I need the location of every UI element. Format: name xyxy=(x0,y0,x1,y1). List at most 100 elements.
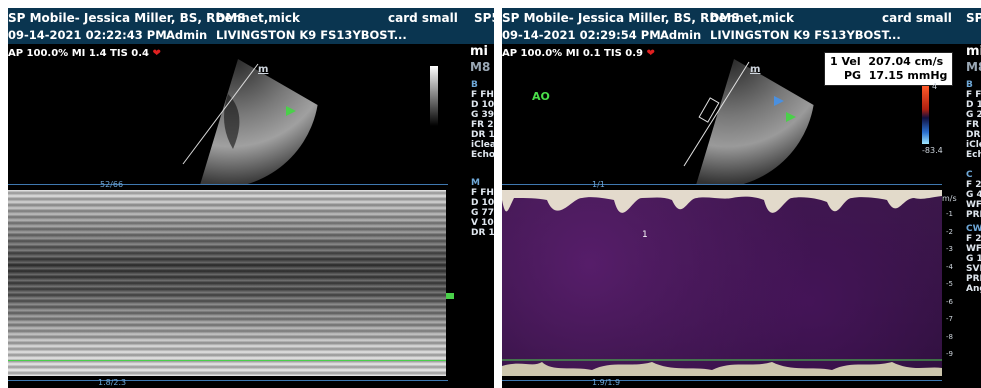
right-depth-scale: 1/1 xyxy=(592,180,605,189)
right-brand-logo: mi xyxy=(966,44,981,59)
left-m-marker: m xyxy=(258,64,269,75)
left-model: M8 xyxy=(470,60,491,74)
param: Echo xyxy=(966,150,981,160)
param-cw-label: CW xyxy=(966,224,981,234)
param: G 77 xyxy=(471,208,494,218)
param: D 1 xyxy=(966,100,981,110)
param: FR 6 xyxy=(966,120,980,130)
param-m-label: M xyxy=(471,178,480,188)
right-patient-name: bennet,mick xyxy=(710,11,794,25)
right-preset: card small xyxy=(882,11,952,25)
left-depth-green-marker xyxy=(446,293,454,299)
readout-pg-row: PG 17.15 mmHg xyxy=(830,69,947,83)
left-b-mode-sector-image xyxy=(182,59,318,184)
param: D 10.0 xyxy=(471,100,494,110)
param: F FH xyxy=(966,90,981,100)
ao-label: AO xyxy=(532,90,550,103)
right-ap: AP 100.0% xyxy=(502,48,563,59)
param-b-label: B xyxy=(471,80,478,90)
param: F FH3 xyxy=(471,188,494,198)
left-user: Admin xyxy=(166,28,208,42)
left-depth-scale: 52/66 xyxy=(100,180,124,189)
right-tis: TIS 0.9 xyxy=(604,48,643,59)
param: DR 10 xyxy=(471,130,494,140)
doppler-envelope-graphic xyxy=(502,190,942,376)
color-bar-bottom-value: -83.4 xyxy=(922,146,943,155)
right-bottom-scale: 1.9/1.9 xyxy=(592,378,621,387)
param: WF xyxy=(966,200,981,210)
param-c-label: C xyxy=(966,170,973,180)
right-datetime: 09-14-2021 02:29:54 PM xyxy=(502,28,661,42)
right-clinic: LIVINGSTON K9 FS13YBOST... xyxy=(710,28,901,42)
param: F 2. xyxy=(966,234,981,244)
param: G 24 xyxy=(966,110,981,120)
doppler-unit-label: m/s xyxy=(942,194,957,203)
right-focus-marker-icon xyxy=(774,96,784,106)
param: iCle xyxy=(966,140,981,150)
color-velocity-bar xyxy=(922,86,929,144)
left-datetime: 09-14-2021 02:22:43 PM xyxy=(8,28,167,42)
param: F 2. xyxy=(966,180,981,190)
param: PRF xyxy=(966,274,981,284)
param: G 39 xyxy=(471,110,494,120)
right-b-mode-sector-image xyxy=(683,59,814,184)
left-status-line: AP 100.0% MI 1.4 TIS 0.4 ❤ xyxy=(8,48,161,59)
left-ultrasound-panel: SP Mobile- Jessica Miller, BS, RDMS benn… xyxy=(8,8,494,388)
right-model: M8 xyxy=(966,60,981,74)
left-m-params: M F FH3 D 10.0 G 77 V 100 DR 10 xyxy=(471,178,494,238)
param: iClear xyxy=(471,140,494,150)
left-gray-scale-bar xyxy=(430,66,438,126)
measure-cursor-label: 1 xyxy=(642,230,648,240)
right-m-marker: m xyxy=(750,64,761,75)
param: F FH3 xyxy=(471,90,494,100)
param: Ang xyxy=(966,284,981,294)
left-green-marker-line xyxy=(8,360,446,361)
readout-index: 1 xyxy=(830,55,838,68)
readout-pg-value: 17.15 mmHg xyxy=(868,69,948,82)
param: D 10.0 xyxy=(471,198,494,208)
param: SVD xyxy=(966,264,981,274)
left-brand-logo: mi xyxy=(470,44,489,59)
right-c-params: C F 2. G 4 WF PRF xyxy=(966,170,981,220)
left-header-bar: SP Mobile- Jessica Miller, BS, RDMS benn… xyxy=(8,8,494,44)
color-bar-top-value: 4 xyxy=(932,82,938,91)
param: PRF xyxy=(966,210,981,220)
readout-vel-row: 1 Vel 207.04 cm/s xyxy=(830,55,947,69)
param: DR 1 xyxy=(966,130,981,140)
param: V 100 xyxy=(471,218,494,228)
heart-icon: ❤ xyxy=(152,48,161,59)
left-preset: card small xyxy=(388,11,458,25)
spectral-doppler-trace: 1 xyxy=(502,190,942,376)
param-b-label: B xyxy=(966,80,973,90)
right-header-bar: SP Mobile- Jessica Miller, BS, RDMS benn… xyxy=(502,8,981,44)
right-b-params: B F FH D 1 G 24 FR 6 DR 1 iCle Echo xyxy=(966,80,981,160)
left-probe: SP5 xyxy=(474,11,494,25)
left-focus-marker-icon xyxy=(286,106,296,116)
left-bottom-scale: 1.8/2.3 xyxy=(98,378,127,387)
param: DR 10 xyxy=(471,228,494,238)
param: FR 28 xyxy=(471,120,494,130)
right-focus-marker-2-icon xyxy=(786,112,796,122)
param: G 1 xyxy=(966,254,981,264)
left-device-name: SP Mobile- Jessica Miller, BS, RDMS xyxy=(8,11,246,25)
left-mi: MI 1.4 xyxy=(71,48,107,59)
right-scale-line xyxy=(502,184,942,185)
right-ultrasound-panel: SP Mobile- Jessica Miller, BS, RDMS benn… xyxy=(502,8,981,388)
right-bottom-scale-line xyxy=(502,380,942,381)
doppler-readout-box: 1 Vel 207.04 cm/s PG 17.15 mmHg xyxy=(824,52,954,86)
right-status-line: AP 100.0% MI 0.1 TIS 0.9 ❤ xyxy=(502,48,655,59)
left-bottom-scale-line xyxy=(8,380,448,381)
heart-icon: ❤ xyxy=(646,48,655,59)
readout-vel-value: 207.04 cm/s xyxy=(868,55,944,68)
doppler-velocity-ticks: -1 -2 -3 -4 -5 -6 -7 -8 -9 xyxy=(946,210,953,358)
left-patient-name: bennet,mick xyxy=(216,11,300,25)
right-cw-params: CW F 2. WF G 1 SVD PRF Ang xyxy=(966,224,981,294)
param: Echo xyxy=(471,150,494,160)
right-user: Admin xyxy=(660,28,702,42)
right-probe: SP xyxy=(966,11,981,25)
left-b-params: B F FH3 D 10.0 G 39 FR 28 DR 10 iClear E… xyxy=(471,80,494,160)
left-clinic: LIVINGSTON K9 FS13YBOST... xyxy=(216,28,407,42)
readout-vel-label: Vel xyxy=(841,55,861,68)
left-ap: AP 100.0% xyxy=(8,48,69,59)
left-m-mode-trace xyxy=(8,190,446,376)
